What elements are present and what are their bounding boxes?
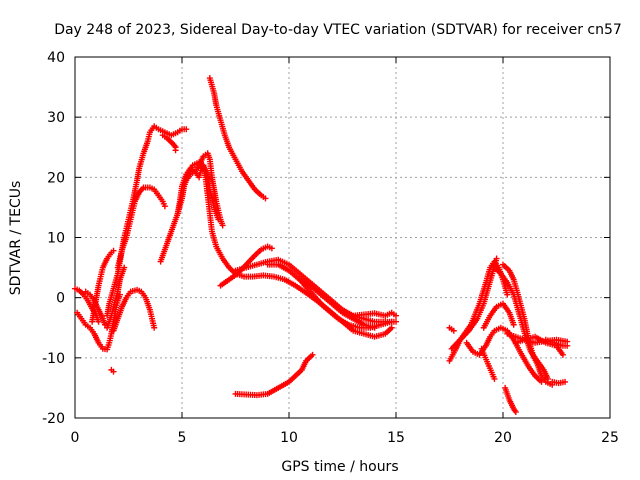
data-marks (72, 75, 571, 415)
series-arc-25 (478, 345, 498, 382)
series-arc-20 (232, 351, 316, 399)
series-arc-33 (542, 336, 571, 349)
series-arc-8 (110, 286, 158, 334)
series-arc-26 (480, 300, 517, 331)
series-arc-32 (549, 378, 569, 387)
data-point (493, 255, 500, 262)
data-point (564, 342, 571, 349)
x-axis-label: GPS time / hours (281, 459, 398, 475)
series-arc-13 (183, 159, 222, 223)
data-point (151, 324, 158, 331)
x-tick-label: 10 (280, 430, 298, 446)
y-axis-label: SDTVAR / TECUs (8, 181, 24, 296)
data-point (219, 222, 226, 229)
x-axis: 0 5 10 15 20 25 (71, 57, 619, 446)
series-arc-31 (502, 384, 519, 415)
y-tick-label: -20 (42, 411, 65, 427)
data-point (371, 324, 378, 331)
x-tick-label: 25 (601, 430, 619, 446)
data-point (101, 321, 108, 328)
series-arc-21 (446, 324, 457, 334)
series-arc-18 (296, 276, 395, 340)
data-point (161, 203, 168, 210)
data-point (393, 318, 399, 325)
data-point (110, 247, 117, 254)
data-point (309, 351, 316, 358)
series-arc-6 (159, 132, 179, 154)
series-arc-28 (500, 261, 556, 388)
y-tick-label: 20 (47, 170, 65, 186)
data-point (268, 245, 275, 252)
data-point (110, 368, 117, 375)
series-arc-17 (264, 261, 378, 331)
y-tick-label: 0 (56, 291, 65, 307)
y-tick-label: -10 (42, 351, 65, 367)
x-tick-label: 15 (387, 430, 405, 446)
series-arc-10 (108, 366, 117, 375)
series-arc-27 (491, 264, 551, 382)
series-arc-14 (206, 75, 269, 202)
y-tick-label: 30 (47, 110, 65, 126)
series-arc-4 (89, 247, 117, 325)
series-arc-19 (350, 309, 399, 319)
x-tick-label: 20 (494, 430, 512, 446)
data-point (215, 216, 222, 223)
data-point (172, 147, 179, 154)
chart-title: Day 248 of 2023, Sidereal Day-to-day VTE… (54, 22, 622, 38)
series-arc-9 (104, 264, 128, 331)
data-point (121, 264, 128, 271)
grid (75, 57, 610, 418)
x-tick-label: 5 (178, 430, 187, 446)
data-point (450, 327, 457, 334)
data-point (512, 408, 519, 415)
data-point (262, 195, 269, 202)
x-tick-label: 0 (71, 430, 80, 446)
data-point (562, 378, 569, 385)
y-axis: -20 -10 0 10 20 30 40 (42, 50, 610, 427)
data-point (504, 291, 511, 298)
data-point (393, 312, 399, 319)
data-point (116, 291, 123, 298)
data-point (491, 375, 498, 382)
data-point (388, 324, 395, 331)
data-point (183, 126, 190, 133)
series-arc-7 (114, 184, 168, 271)
data-point (95, 318, 102, 325)
data-point (510, 321, 517, 328)
y-tick-label: 10 (47, 231, 65, 247)
y-tick-label: 40 (47, 50, 65, 66)
data-point (559, 351, 566, 358)
